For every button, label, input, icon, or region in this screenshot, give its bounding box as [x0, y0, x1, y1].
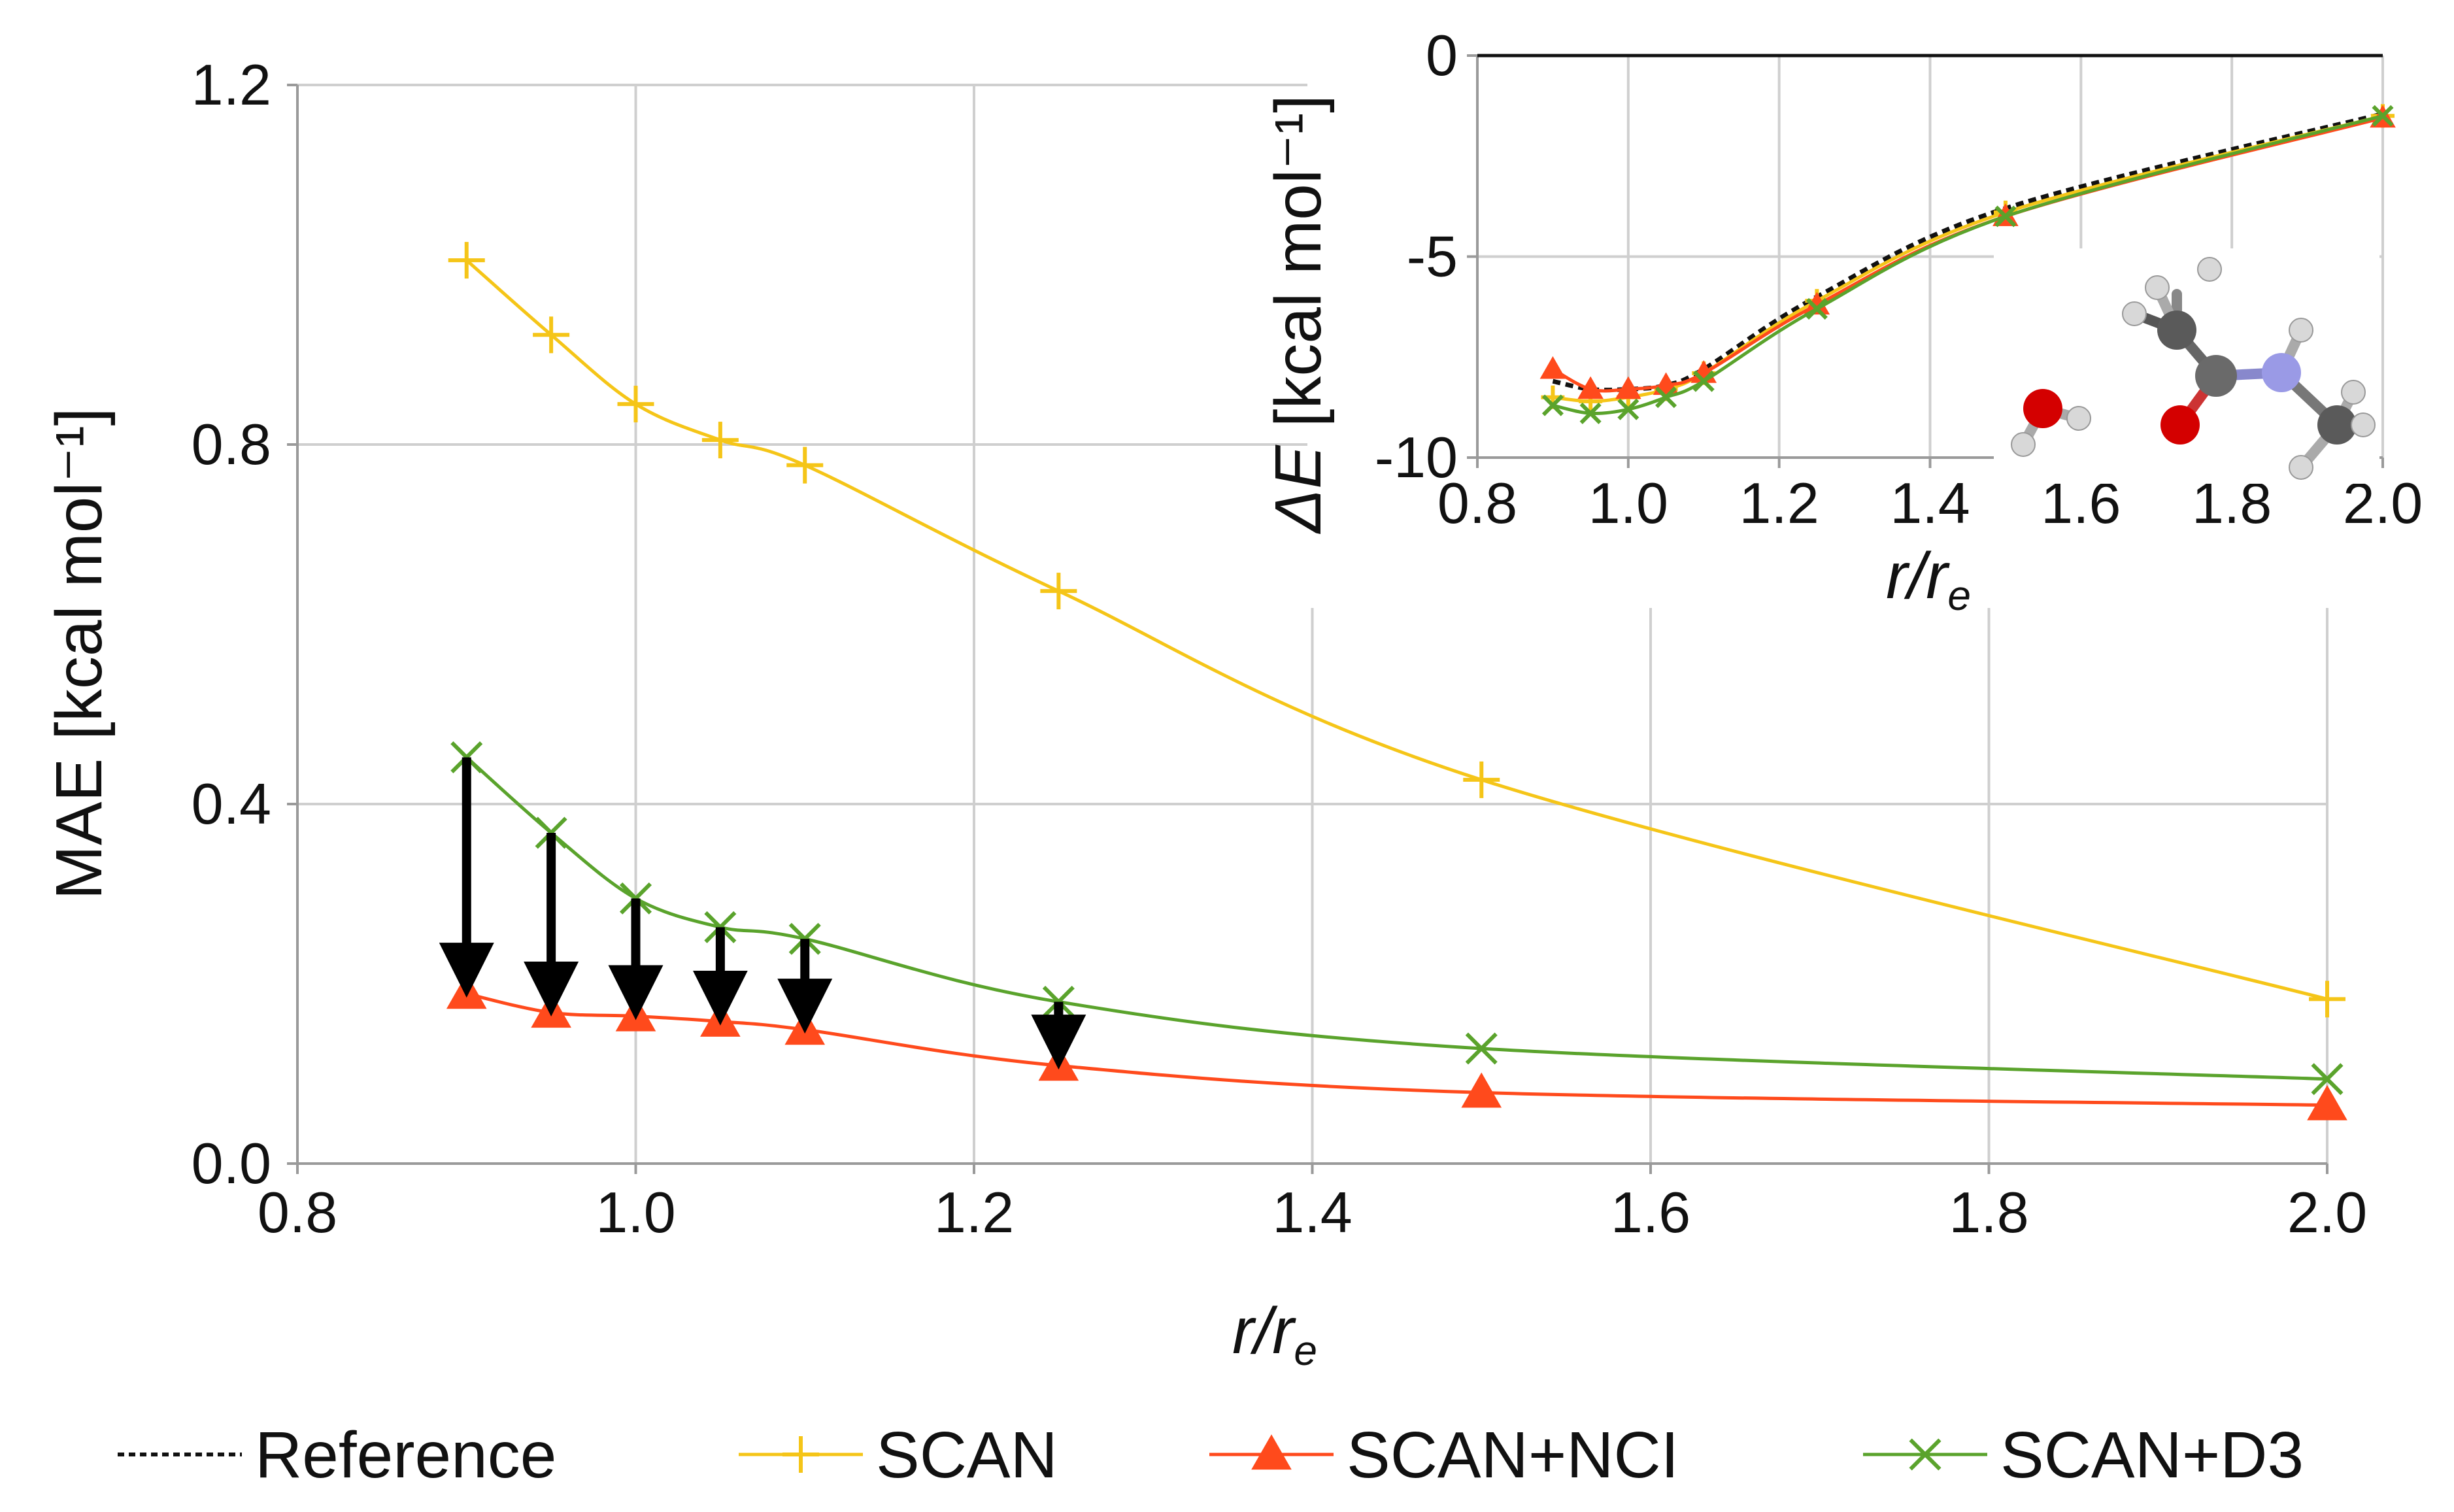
inset-x-tick-label: 0.8: [1437, 471, 1517, 535]
improvement-arrows: [439, 757, 1086, 1070]
main-y-tick-label: 0.0: [192, 1131, 271, 1196]
inset-series-scan-d3: [1541, 105, 2394, 424]
main-x-tick-label: 2.0: [2287, 1180, 2367, 1245]
inset-x-axis-label-main: r/r: [1886, 539, 1950, 613]
legend-marker: [1909, 1438, 1941, 1471]
inset-x-axis-label: r/re: [1886, 539, 1971, 619]
main-data-point: [533, 316, 570, 354]
inset-x-tick-label: 1.0: [1588, 471, 1668, 535]
water-and-n-methylacetamide-molecule-icon: [1994, 248, 2379, 484]
main-data-point: [786, 446, 824, 484]
main-x-tick-label: 1.8: [1949, 1180, 2028, 1245]
main-data-point: [2307, 1084, 2347, 1120]
main-x-tick-label: 1.2: [934, 1180, 1014, 1245]
legend-item-scan-d3: SCAN+D3: [1863, 1419, 2304, 1492]
inset-data-point: [1541, 394, 1564, 416]
legend-label: SCAN+D3: [2000, 1419, 2304, 1492]
main-series-line: [465, 756, 2328, 1081]
legend-label: SCAN+NCI: [1347, 1419, 1679, 1492]
main-x-tick-label: 1.0: [596, 1180, 675, 1245]
inset-data-point: [1539, 356, 1566, 379]
legend: Reference SCAN SCAN+NCI SCAN+D3: [118, 1419, 2304, 1492]
inset-chart: 0.8 1.0 1.2 1.4 1.6 1.8 2.0-10-50 ΔE [kcal mol…: [1262, 20, 2451, 619]
main-data-point: [1461, 1072, 1502, 1108]
inset-data-point: [1617, 398, 1639, 420]
main-data-point: [448, 242, 485, 279]
main-series-scan-d3: [450, 741, 2344, 1096]
inset-data-point: [1655, 386, 1677, 409]
main-data-point: [1040, 573, 1077, 610]
inset-data-point: [1994, 205, 2017, 227]
main-axes: [287, 84, 2328, 1174]
main-data-point: [2311, 1063, 2344, 1096]
main-data-point: [1465, 1032, 1498, 1065]
inset-y-axis-label: ΔE [kcal mol⁻¹]: [1262, 95, 1335, 534]
main-y-tick-label: 1.2: [192, 52, 271, 117]
main-x-axis-label-subscript: e: [1294, 1327, 1317, 1374]
inset-x-tick-label: 1.4: [1890, 471, 1970, 535]
inset-y-axis-label-units: [kcal mol⁻¹]: [1262, 95, 1335, 445]
legend-item-scan: SCAN: [739, 1419, 1058, 1492]
main-y-tick-label: 0.8: [192, 412, 271, 477]
main-y-axis-label: MAE [kcal mol⁻¹]: [42, 408, 116, 900]
inset-x-axis-label-subscript: e: [1947, 572, 1971, 619]
main-series-line: [465, 259, 2328, 1001]
inset-data-point: [1692, 370, 1715, 392]
inset-y-tick-label: -5: [1407, 224, 1458, 289]
main-series-line: [466, 992, 2328, 1107]
main-data-point: [615, 996, 656, 1032]
main-data-point: [617, 386, 654, 423]
inset-series-line: [1552, 114, 2383, 416]
main-x-axis-label: r/re: [1232, 1294, 1317, 1374]
main-x-tick-label: 1.4: [1272, 1180, 1352, 1245]
inset-y-tick-label: 0: [1426, 23, 1458, 88]
legend-item-reference: Reference: [118, 1419, 556, 1492]
inset-data-point: [2372, 105, 2394, 127]
main-series-scan: [448, 242, 2345, 1018]
main-data-point: [701, 422, 739, 459]
main-x-tick-label: 0.8: [258, 1180, 337, 1245]
main-x-tick-label: 1.6: [1611, 1180, 1690, 1245]
main-series: [446, 242, 2347, 1120]
inset-y-axis-label-delta: Δ: [1262, 489, 1335, 534]
main-series-scan-nci: [446, 973, 2347, 1120]
inset-data-point: [1615, 376, 1641, 399]
inset-x-tick-label: 1.2: [1739, 471, 1819, 535]
inset-tick-labels: 0.8 1.0 1.2 1.4 1.6 1.8 2.0-10-50: [1375, 23, 2423, 535]
legend-item-scan-nci: SCAN+NCI: [1209, 1419, 1679, 1492]
inset-data-point: [1579, 402, 1602, 424]
main-data-point: [446, 973, 487, 1009]
inset-data-point: [1577, 376, 1604, 399]
legend-label: SCAN: [876, 1419, 1058, 1492]
main-data-point: [1463, 761, 1500, 798]
inset-data-point: [1804, 292, 1830, 315]
main-x-axis-label-main: r/r: [1232, 1294, 1296, 1368]
main-data-point: [2309, 981, 2345, 1018]
inset-y-tick-label: -10: [1375, 425, 1458, 490]
main-tick-labels: 0.8 1.0 1.2 1.4 1.6 1.8 2.0 0.0 0.4 0.8 1.2: [192, 52, 2368, 1245]
inset-y-axis-label-var: E: [1262, 445, 1335, 489]
inset-data-point: [1806, 297, 1828, 320]
legend-marker: [1251, 1434, 1292, 1470]
inset-series: [1539, 104, 2396, 424]
legend-marker: [782, 1436, 819, 1473]
main-y-tick-label: 0.4: [192, 771, 271, 836]
legend-label: Reference: [255, 1419, 556, 1492]
